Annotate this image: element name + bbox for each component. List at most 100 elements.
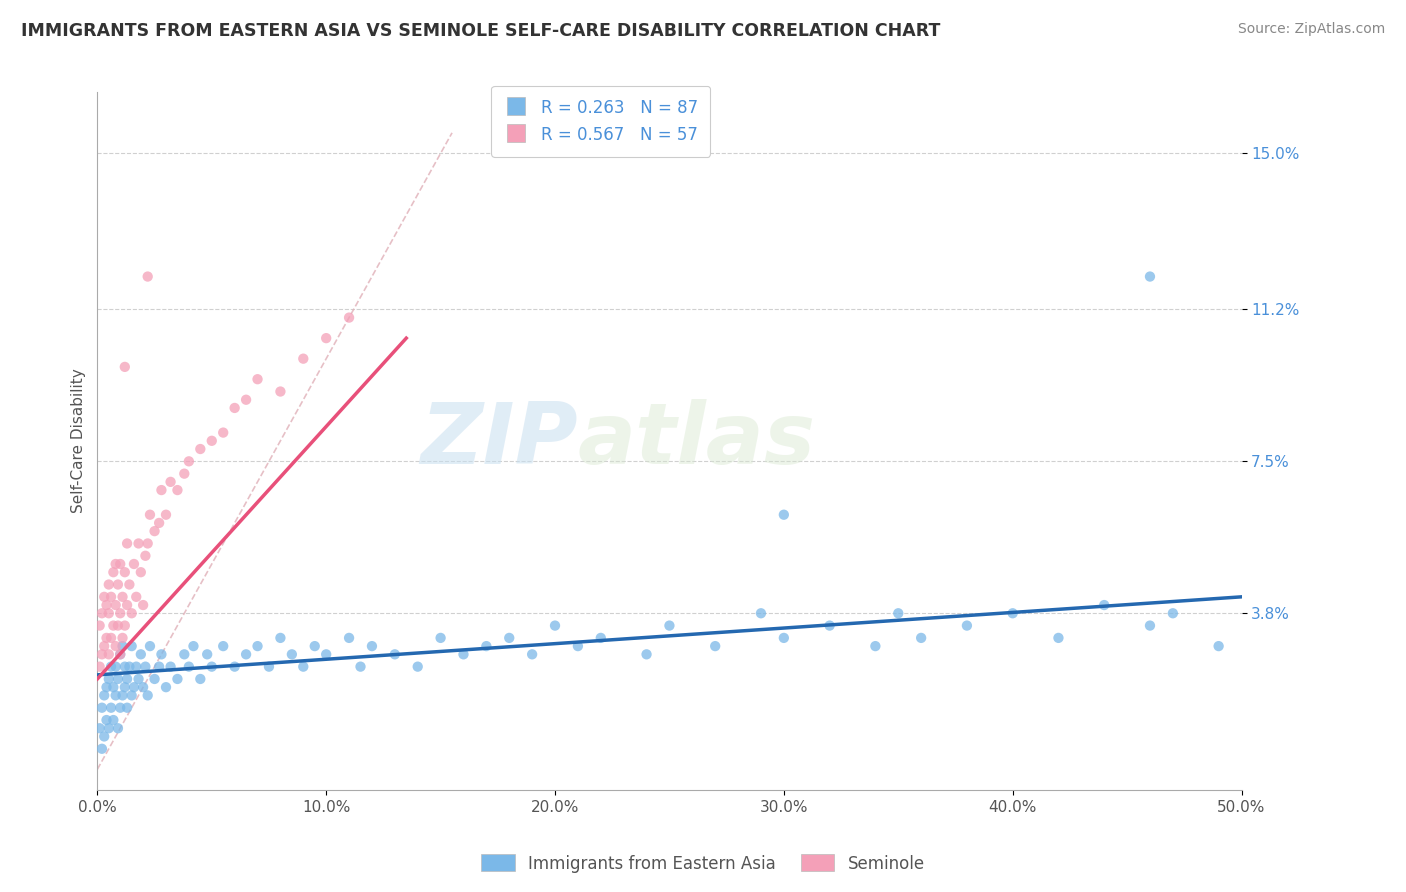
Point (104, 689, 127, 703)
Point (100, 631, 122, 645)
Point (122, 557, 145, 571)
Point (114, 659, 136, 673)
Text: atlas: atlas (578, 400, 815, 483)
Point (97, 577, 120, 591)
Point (136, 536, 159, 550)
Text: IMMIGRANTS FROM EASTERN ASIA VS SEMINOLE SELF-CARE DISABILITY CORRELATION CHART: IMMIGRANTS FROM EASTERN ASIA VS SEMINOLE… (21, 22, 941, 40)
Point (361, 639, 384, 653)
Point (139, 508, 162, 522)
Point (1208, 639, 1230, 653)
Point (114, 359, 136, 374)
Point (155, 680, 177, 694)
Point (93, 689, 115, 703)
Point (97, 607, 120, 621)
Point (773, 631, 796, 645)
Point (143, 524, 166, 538)
Point (118, 577, 141, 591)
Point (166, 672, 188, 686)
Point (749, 607, 772, 621)
Point (773, 508, 796, 522)
Point (103, 680, 125, 694)
Point (93, 590, 115, 604)
Point (121, 639, 143, 653)
Point (887, 607, 910, 621)
Point (520, 648, 543, 662)
Point (173, 648, 195, 662)
Point (177, 659, 200, 673)
Point (567, 639, 589, 653)
Point (166, 483, 188, 497)
Point (89, 659, 111, 673)
Point (96, 598, 118, 612)
Point (115, 598, 138, 612)
Point (212, 425, 235, 440)
Point (96, 680, 118, 694)
Point (97, 672, 120, 686)
Point (121, 689, 143, 703)
Point (111, 590, 134, 604)
Point (139, 639, 162, 653)
Point (246, 372, 269, 386)
Point (115, 700, 138, 714)
Point (150, 648, 173, 662)
Point (636, 648, 658, 662)
Point (107, 721, 129, 735)
Point (1092, 598, 1115, 612)
Point (97, 721, 120, 735)
Point (89, 721, 111, 735)
Point (195, 648, 218, 662)
Point (100, 659, 122, 673)
Point (136, 269, 159, 284)
Point (257, 659, 280, 673)
Point (315, 331, 337, 345)
Point (658, 618, 681, 632)
Point (107, 577, 129, 591)
Point (104, 639, 127, 653)
Point (956, 618, 979, 632)
Point (498, 631, 520, 645)
Point (173, 467, 195, 481)
Point (148, 516, 170, 530)
Point (90, 700, 112, 714)
Point (128, 672, 150, 686)
Point (110, 557, 132, 571)
Point (406, 659, 429, 673)
Point (97, 648, 120, 662)
Point (1139, 618, 1161, 632)
Point (1139, 269, 1161, 284)
Point (107, 672, 129, 686)
Point (114, 618, 136, 632)
Point (159, 475, 181, 489)
Point (103, 618, 125, 632)
Point (475, 639, 498, 653)
Point (201, 659, 224, 673)
Point (235, 392, 257, 407)
Point (429, 631, 451, 645)
Point (150, 483, 173, 497)
Legend: Immigrants from Eastern Asia, Seminole: Immigrants from Eastern Asia, Seminole (475, 847, 931, 880)
Point (201, 434, 224, 448)
Point (148, 659, 170, 673)
Point (103, 713, 125, 727)
Point (111, 639, 134, 653)
Point (235, 648, 257, 662)
Point (384, 648, 406, 662)
Point (125, 659, 148, 673)
Point (90, 741, 112, 756)
Point (129, 648, 152, 662)
Point (337, 631, 360, 645)
Point (115, 536, 138, 550)
Point (118, 659, 141, 673)
Point (129, 565, 152, 579)
Point (183, 639, 205, 653)
Point (128, 536, 150, 550)
Point (155, 508, 177, 522)
Point (304, 639, 326, 653)
Point (910, 631, 932, 645)
Point (224, 659, 246, 673)
Point (111, 689, 134, 703)
Point (114, 680, 136, 694)
Point (337, 310, 360, 325)
Point (143, 672, 166, 686)
Point (110, 607, 132, 621)
